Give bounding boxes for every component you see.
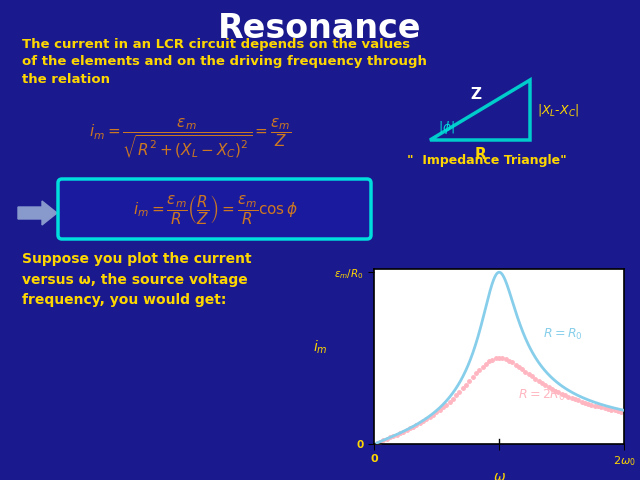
Text: $|X_L$-$X_C|$: $|X_L$-$X_C|$ [537,102,579,118]
Text: Z: Z [470,87,481,102]
Text: Resonance: Resonance [218,12,422,45]
Polygon shape [18,201,57,225]
Text: Suppose you plot the current
versus ω, the source voltage
frequency, you would g: Suppose you plot the current versus ω, t… [22,252,252,307]
Text: $R=2R_0$: $R=2R_0$ [518,388,566,403]
Text: "  Impedance Triangle": " Impedance Triangle" [407,154,567,167]
Text: $i_m = \dfrac{\varepsilon_m}{R}\left(\dfrac{R}{Z}\right) = \dfrac{\varepsilon_m}: $i_m = \dfrac{\varepsilon_m}{R}\left(\df… [132,192,298,226]
Text: $R=R_0$: $R=R_0$ [543,326,582,342]
Text: R: R [474,147,486,162]
Y-axis label: $i_m$: $i_m$ [313,339,328,356]
Text: $|\phi|$: $|\phi|$ [438,119,455,136]
FancyBboxPatch shape [58,179,371,239]
Text: The current in an LCR circuit depends on the values
of the elements and on the d: The current in an LCR circuit depends on… [22,38,427,86]
Text: $i_m = \dfrac{\varepsilon_m}{\sqrt{R^2 + (X_L - X_C)^2}} = \dfrac{\varepsilon_m}: $i_m = \dfrac{\varepsilon_m}{\sqrt{R^2 +… [88,116,291,160]
X-axis label: $\omega$: $\omega$ [493,469,506,480]
